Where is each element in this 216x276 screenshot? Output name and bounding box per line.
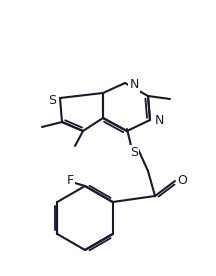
Text: O: O <box>177 174 187 187</box>
Text: S: S <box>48 94 56 107</box>
Text: F: F <box>67 174 74 187</box>
Text: N: N <box>154 113 164 126</box>
Text: N: N <box>129 78 139 92</box>
Text: S: S <box>130 147 138 160</box>
